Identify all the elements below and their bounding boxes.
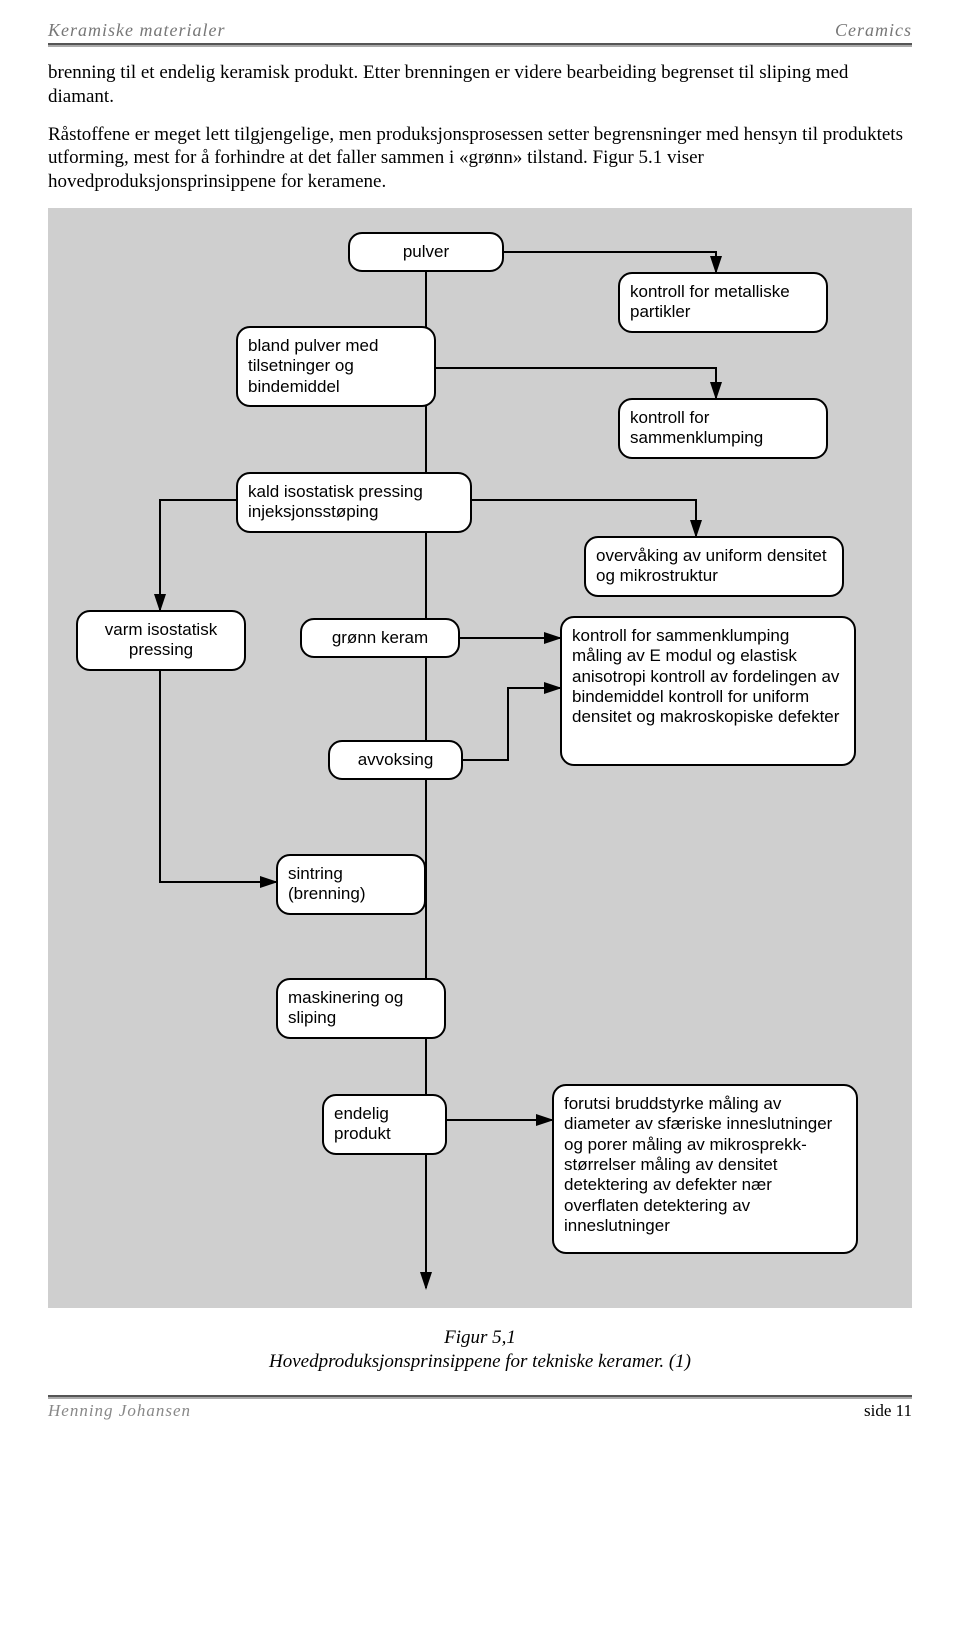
node-gronn: grønn keram [300, 618, 460, 658]
node-forutsi: forutsi bruddstyrke måling av diameter a… [552, 1084, 858, 1254]
edge [160, 666, 276, 882]
node-varm: varm isostatisk pressing [76, 610, 246, 671]
node-pulver: pulver [348, 232, 504, 272]
header-right: Ceramics [835, 20, 912, 41]
node-overvak: overvåking av uniform densitet og mikros… [584, 536, 844, 597]
node-kald: kald isostatisk pressing injeksjonsstøpi… [236, 472, 472, 533]
body-paragraph-1: brenning til et endelig keramisk produkt… [48, 61, 912, 109]
edge [504, 252, 716, 272]
edge [463, 688, 560, 760]
edge [160, 500, 236, 610]
body-paragraph-2: Råstoffene er meget lett tilgjengelige, … [48, 123, 912, 194]
flowchart-figure: pulver kontroll for metalliske partikler b… [48, 208, 912, 1308]
node-k_klump: kontroll for sammenklumping [618, 398, 828, 459]
footer-divider [48, 1395, 912, 1397]
header-left: Keramiske materialer [48, 20, 225, 41]
node-mask: maskinering og sliping [276, 978, 446, 1039]
caption-line-2: Hovedproduksjonsprinsippene for tekniske… [48, 1350, 912, 1374]
node-avvoksing: avvoksing [328, 740, 463, 780]
edge [472, 500, 696, 536]
node-bland: bland pulver med tilsetninger og bindemi… [236, 326, 436, 407]
node-sintring: sintring (brenning) [276, 854, 426, 915]
figure-caption: Figur 5,1 Hovedproduksjonsprinsippene fo… [48, 1326, 912, 1374]
edge [436, 368, 716, 398]
footer-author: Henning Johansen [48, 1401, 191, 1421]
node-k_stor: kontroll for sammenklumping måling av E … [560, 616, 856, 766]
node-endelig: endelig produkt [322, 1094, 447, 1155]
caption-line-1: Figur 5,1 [48, 1326, 912, 1350]
header-divider [48, 43, 912, 45]
page-footer: Henning Johansen side 11 [48, 1401, 912, 1421]
node-k_metall: kontroll for metalliske partikler [618, 272, 828, 333]
footer-page: side 11 [864, 1401, 912, 1421]
page-header: Keramiske materialer Ceramics [48, 20, 912, 41]
